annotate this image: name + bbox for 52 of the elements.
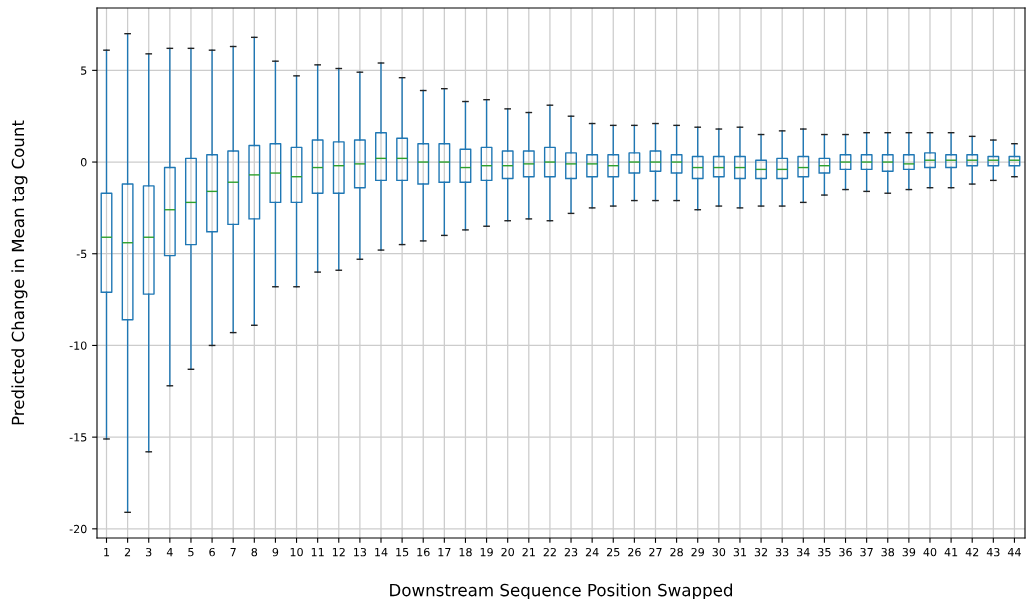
x-tick-label: 40 [923,547,937,557]
x-tick-label: 21 [522,547,535,557]
x-tick-label: 20 [501,547,515,557]
x-tick-label: 32 [754,547,768,557]
x-tick-label: 15 [396,548,409,557]
x-tick-label: 22 [543,547,556,557]
x-tick-label: 43 [986,547,1000,557]
x-tick-label: 19 [480,547,493,557]
y-tick-label: -10 [69,341,87,350]
x-tick-label: 18 [459,547,472,557]
y-tick-label: -5 [76,249,87,259]
x-tick-label: 44 [1007,548,1021,557]
x-tick-label: 37 [860,547,873,557]
x-tick-label: 8 [251,547,258,557]
x-tick-label: 38 [881,547,895,557]
x-axis-title: Downstream Sequence Position Swapped [390,583,732,599]
y-tick-label: -20 [69,524,87,534]
x-tick-label: 6 [209,547,215,557]
x-tick-label: 31 [733,547,746,557]
x-tick-label: 33 [775,547,789,557]
x-tick-label: 26 [628,547,641,557]
x-tick-label: 42 [965,547,979,557]
x-tick-label: 27 [649,547,662,557]
x-tick-label: 9 [272,547,279,557]
x-tick-label: 12 [332,547,345,557]
x-tick-label: 25 [607,547,620,557]
x-tick-label: 13 [354,547,367,557]
y-axis-title: Predicted Change in Mean tag Count [11,120,28,425]
y-tick-label: 5 [81,66,87,75]
x-tick-label: 16 [417,547,430,557]
x-tick-label: 23 [564,547,578,557]
x-tick-label: 2 [124,547,131,557]
x-tick-label: 39 [902,547,916,557]
x-tick-label: 35 [818,547,831,557]
x-tick-label: 34 [797,547,810,557]
x-tick-label: 28 [670,547,683,557]
x-tick-label: 4 [166,548,173,557]
x-tick-label: 14 [375,548,388,557]
x-tick-label: 17 [438,548,451,557]
x-tick-label: 1 [104,548,110,557]
x-tick-label: 30 [712,547,726,557]
x-tick-label: 24 [585,547,599,557]
x-tick-label: 41 [944,548,958,557]
y-tick-label: 0 [80,158,87,167]
x-tick-label: 29 [691,547,705,557]
x-tick-label: 36 [839,547,852,557]
x-tick-label: 10 [290,547,303,557]
x-tick-label: 3 [146,547,152,557]
x-tick-label: 5 [188,548,194,557]
y-tick-label: -15 [69,433,87,442]
x-tick-label: 7 [230,548,236,557]
x-tick-label: 11 [311,548,324,557]
